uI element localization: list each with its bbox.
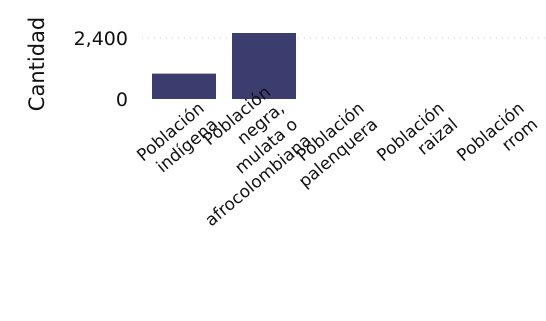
y-axis-ticks: 0 2,400 [74,28,128,111]
bars [152,33,296,99]
y-axis-title: Cantidad [25,17,49,111]
x-category-label: Poblaciónraizal [373,98,462,182]
bar [152,73,216,99]
x-category-label: Poblaciónrrom [453,98,542,182]
bar [232,33,296,99]
y-tick-label: 2,400 [74,28,128,50]
y-tick-label: 0 [116,89,128,111]
